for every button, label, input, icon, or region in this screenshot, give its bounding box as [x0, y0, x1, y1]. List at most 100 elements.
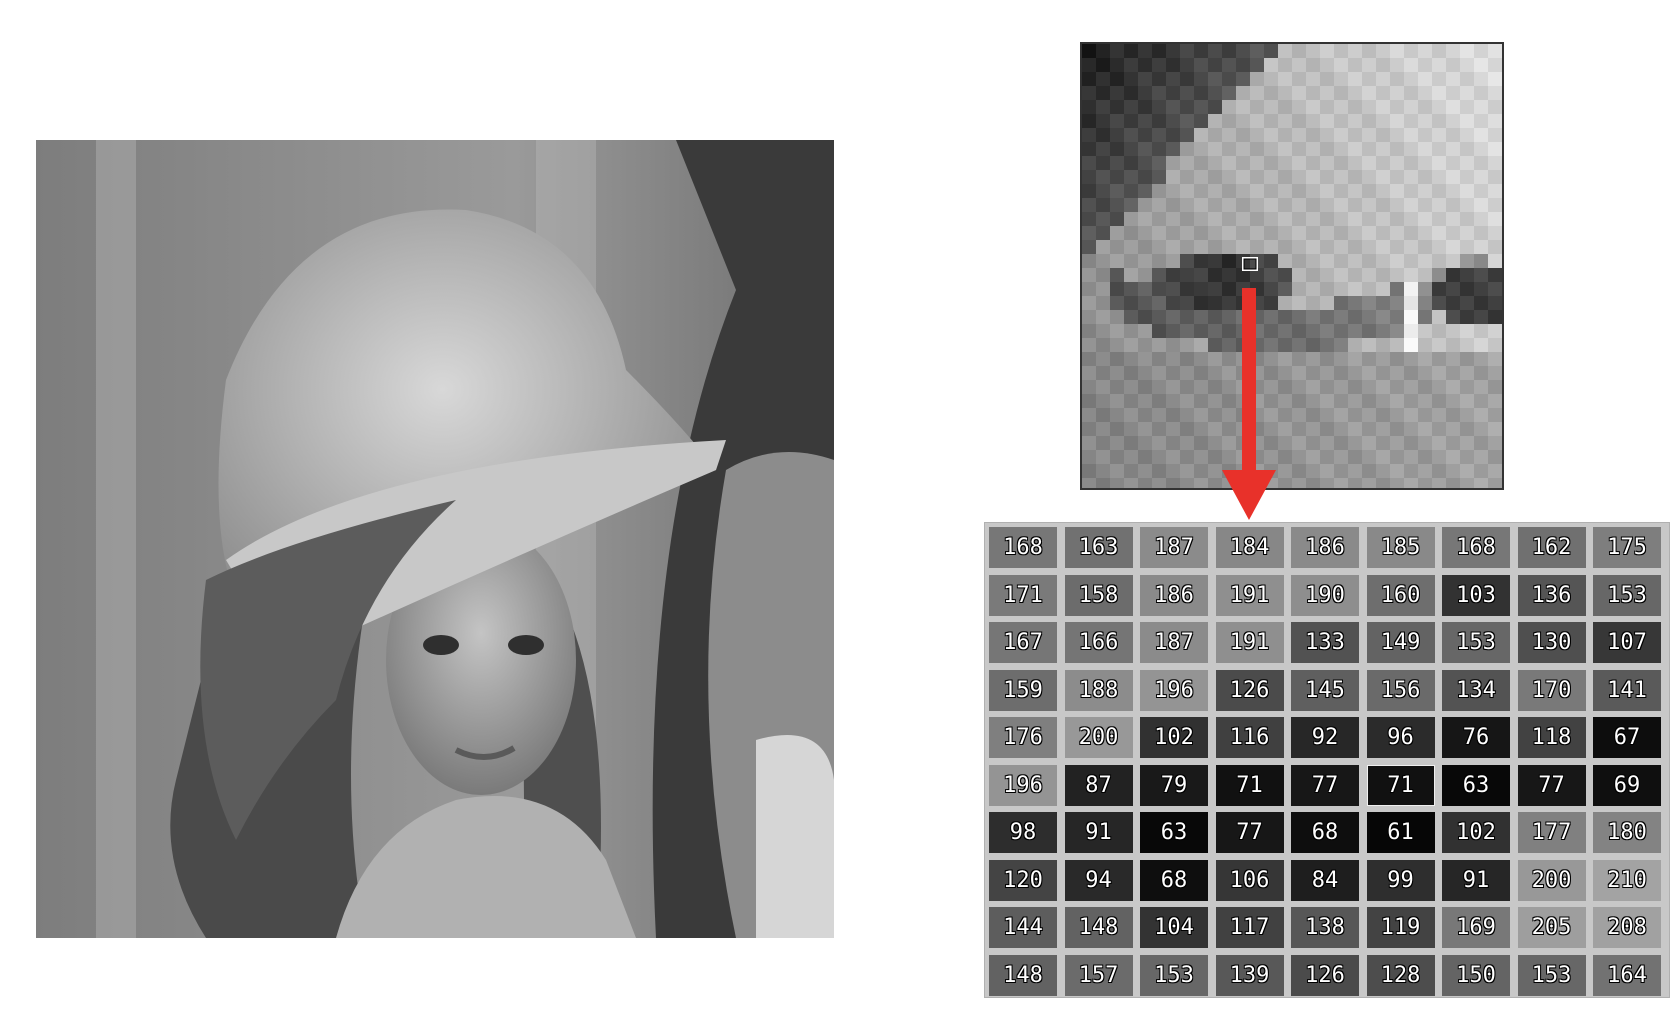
- zoom-pixel: [1208, 58, 1222, 72]
- zoom-pixel: [1362, 366, 1376, 380]
- zoom-pixel: [1348, 408, 1362, 422]
- zoom-pixel: [1236, 464, 1250, 478]
- zoom-pixel: [1376, 380, 1390, 394]
- zoom-pixel: [1194, 170, 1208, 184]
- zoom-pixel: [1446, 226, 1460, 240]
- zoom-pixel: [1124, 324, 1138, 338]
- zoom-pixel: [1320, 212, 1334, 226]
- zoom-pixel: [1362, 72, 1376, 86]
- zoom-pixel: [1362, 226, 1376, 240]
- pixel-cell: 92: [1291, 717, 1359, 758]
- zoom-pixel: [1292, 422, 1306, 436]
- pixel-cell: 162: [1517, 527, 1586, 568]
- zoom-pixel: [1418, 142, 1432, 156]
- pixel-cell: 77: [1291, 764, 1359, 806]
- zoom-pixel: [1222, 240, 1236, 254]
- zoom-pixel: [1082, 128, 1096, 142]
- zoom-pixel: [1362, 198, 1376, 212]
- zoom-pixel: [1460, 394, 1474, 408]
- zoom-pixel: [1446, 422, 1460, 436]
- zoom-pixel: [1138, 100, 1152, 114]
- zoom-pixel: [1348, 338, 1362, 352]
- zoom-pixel: [1306, 464, 1320, 478]
- pixel-cell: 117: [1215, 907, 1284, 948]
- zoom-pixel: [1432, 338, 1446, 352]
- zoom-pixel: [1222, 170, 1236, 184]
- zoom-pixel: [1082, 254, 1096, 268]
- zoom-pixel: [1292, 58, 1306, 72]
- zoom-pixel: [1166, 128, 1180, 142]
- pixel-cell: 157: [1064, 954, 1133, 996]
- zoom-pixel: [1334, 366, 1348, 380]
- zoom-pixel: [1096, 408, 1110, 422]
- zoom-pixel: [1194, 310, 1208, 324]
- zoom-pixel: [1474, 352, 1488, 366]
- pixel-cell: 71: [1215, 764, 1284, 806]
- zoom-pixel: [1334, 380, 1348, 394]
- zoom-pixel: [1208, 254, 1222, 268]
- zoom-pixel: [1124, 128, 1138, 142]
- zoom-pixel: [1320, 198, 1334, 212]
- zoom-pixel: [1320, 184, 1334, 198]
- zoom-pixel: [1460, 128, 1474, 142]
- zoom-pixel: [1348, 464, 1362, 478]
- zoom-pixel: [1264, 338, 1278, 352]
- zoom-pixel: [1110, 212, 1124, 226]
- zoom-pixel: [1334, 114, 1348, 128]
- zoom-pixel: [1432, 394, 1446, 408]
- zoom-pixel: [1278, 450, 1292, 464]
- zoom-pixel: [1250, 450, 1264, 464]
- pixel-cell: 187: [1140, 527, 1208, 568]
- zoom-pixel: [1180, 338, 1194, 352]
- zoom-pixel: [1362, 86, 1376, 100]
- zoom-pixel: [1334, 450, 1348, 464]
- zoom-pixel: [1180, 436, 1194, 450]
- zoom-pixel: [1446, 352, 1460, 366]
- zoom-pixel: [1250, 212, 1264, 226]
- zoom-pixel: [1082, 114, 1096, 128]
- zoom-pixel: [1236, 338, 1250, 352]
- zoom-pixel: [1166, 184, 1180, 198]
- zoom-pixel: [1334, 478, 1348, 488]
- zoom-pixel: [1208, 240, 1222, 254]
- zoom-pixel: [1082, 422, 1096, 436]
- zoom-pixel: [1180, 464, 1194, 478]
- zoom-pixel: [1152, 212, 1166, 226]
- zoom-pixel: [1432, 282, 1446, 296]
- pixel-cell: 158: [1064, 574, 1133, 616]
- zoom-pixel: [1488, 436, 1502, 450]
- zoom-pixel: [1418, 226, 1432, 240]
- zoom-pixel: [1152, 380, 1166, 394]
- zoom-pixel: [1124, 254, 1138, 268]
- zoom-pixel: [1306, 170, 1320, 184]
- zoom-pixel: [1404, 114, 1418, 128]
- zoom-pixel: [1278, 310, 1292, 324]
- zoom-pixel: [1194, 86, 1208, 100]
- zoom-pixel: [1096, 114, 1110, 128]
- zoom-pixel: [1488, 464, 1502, 478]
- zoom-pixel: [1460, 366, 1474, 380]
- pixel-cell: 134: [1442, 669, 1510, 711]
- zoom-pixel: [1334, 240, 1348, 254]
- pixel-cell: 77: [1517, 764, 1586, 806]
- zoom-pixel: [1446, 170, 1460, 184]
- zoom-pixel: [1180, 254, 1194, 268]
- zoom-pixel: [1124, 184, 1138, 198]
- zoom-pixel: [1460, 338, 1474, 352]
- zoom-pixel: [1110, 170, 1124, 184]
- zoom-pixel: [1404, 142, 1418, 156]
- zoom-pixel: [1194, 128, 1208, 142]
- zoom-pixel: [1404, 478, 1418, 488]
- zoom-pixel: [1418, 114, 1432, 128]
- zoom-pixel: [1110, 268, 1124, 282]
- zoom-pixel: [1278, 170, 1292, 184]
- pixel-cell: 191: [1215, 574, 1284, 616]
- zoom-pixel: [1236, 296, 1250, 310]
- pixel-cell: 171: [989, 574, 1057, 616]
- zoom-pixel: [1096, 72, 1110, 86]
- zoom-pixel: [1404, 366, 1418, 380]
- zoom-pixel: [1152, 366, 1166, 380]
- zoom-pixel: [1278, 198, 1292, 212]
- zoom-pixel: [1348, 268, 1362, 282]
- zoom-pixel: [1278, 58, 1292, 72]
